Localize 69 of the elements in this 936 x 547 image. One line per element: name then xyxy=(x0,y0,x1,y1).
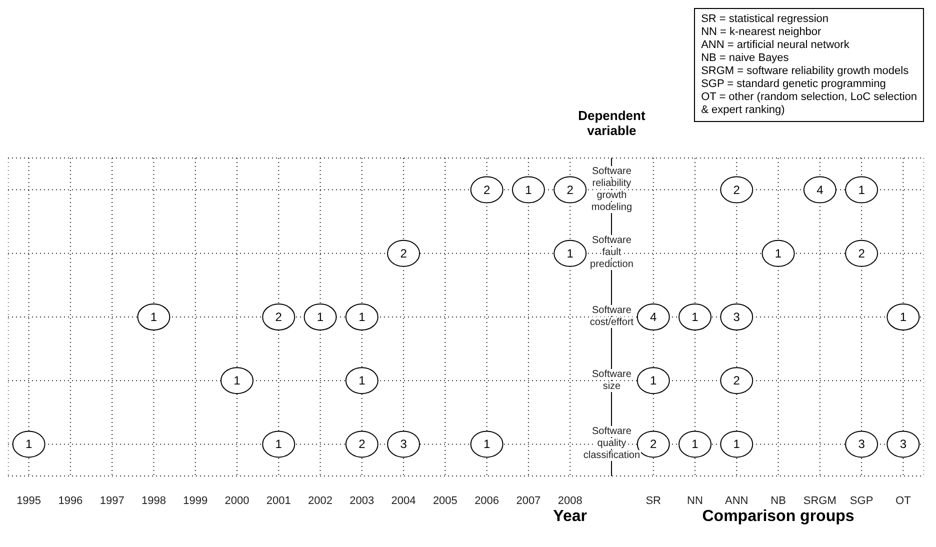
data-label: 1 xyxy=(25,437,32,452)
data-label: 1 xyxy=(275,437,282,452)
data-label: 1 xyxy=(358,310,366,324)
data-label: 1 xyxy=(900,310,907,324)
x-tick-label: 1998 xyxy=(141,494,166,507)
y-tick-label: Software fault prediction xyxy=(589,235,634,270)
data-label: 3 xyxy=(858,437,866,452)
data-label: 1 xyxy=(733,437,740,452)
data-label: 4 xyxy=(650,310,658,324)
x-tick-label: 1995 xyxy=(16,494,42,507)
text: Comparison groups xyxy=(701,508,856,526)
data-label: 3 xyxy=(400,437,408,452)
data-label: 3 xyxy=(733,310,740,324)
x-tick-label: ANN xyxy=(725,494,748,507)
text: NN = k-nearest neighbor xyxy=(701,26,822,39)
data-label: 2 xyxy=(858,246,866,260)
y-tick-label: Software quality classification xyxy=(582,426,642,462)
x-tick-label: NB xyxy=(770,494,786,507)
text: & expert ranking) xyxy=(701,104,786,117)
text: NB = naive Bayes xyxy=(701,52,790,65)
data-label: 1 xyxy=(692,310,699,324)
data-label: 2 xyxy=(358,437,366,452)
data-label: 1 xyxy=(316,310,324,324)
data-label: 1 xyxy=(692,437,699,452)
x-tick-label: 2004 xyxy=(391,494,416,507)
y-tick-label: Software reliability growth modeling xyxy=(590,166,634,213)
x-tick-label: 1997 xyxy=(100,494,124,507)
y-tick-label: Software size xyxy=(590,368,632,392)
text: SR = statistical regression xyxy=(701,13,830,26)
text: SGP = standard genetic programming xyxy=(701,78,887,91)
x-axis-title: Year xyxy=(553,508,587,525)
y-axis-title: Dependent variable xyxy=(577,108,646,138)
x-tick-label: 2002 xyxy=(308,494,333,507)
x-tick-label: 1999 xyxy=(183,494,208,507)
data-label: 2 xyxy=(650,437,658,452)
data-label: 1 xyxy=(358,374,366,388)
data-label: 1 xyxy=(858,182,866,197)
x-tick-label: 2007 xyxy=(516,494,541,507)
x-tick-label: SRGM xyxy=(803,494,836,507)
x-tick-label: SR xyxy=(646,494,662,507)
x-tick-label: OT xyxy=(896,494,912,507)
data-label: 4 xyxy=(816,182,824,197)
data-label: 2 xyxy=(483,182,490,197)
x-tick-label: 2008 xyxy=(558,494,582,507)
x-tick-label: 1996 xyxy=(58,494,83,507)
text: SRGM = software reliability growth models xyxy=(701,65,910,78)
text: OT = other (random selection, LoC selection xyxy=(701,91,917,104)
data-label: 2 xyxy=(400,246,408,260)
data-label: 1 xyxy=(525,182,532,197)
data-label: 1 xyxy=(150,310,158,324)
x-tick-label: 2003 xyxy=(350,494,374,507)
data-label: 1 xyxy=(234,374,241,388)
x-tick-label: SGP xyxy=(850,494,874,507)
data-label: 1 xyxy=(650,374,658,388)
data-label: 1 xyxy=(483,437,490,452)
data-label: 2 xyxy=(275,310,282,324)
y-tick-label: Software cost/effort xyxy=(588,305,635,328)
data-label: 2 xyxy=(566,182,574,197)
x-tick-label: 2006 xyxy=(474,494,500,507)
data-label: 3 xyxy=(900,437,907,452)
text: ANN = artificial neural network xyxy=(701,39,850,52)
x-tick-label: NN xyxy=(687,494,703,507)
data-label: 1 xyxy=(774,246,782,260)
data-label: 2 xyxy=(733,182,740,197)
x-tick-label: 2001 xyxy=(266,494,291,507)
data-label: 1 xyxy=(566,246,574,260)
x-tick-label: 2000 xyxy=(224,494,250,507)
data-label: 2 xyxy=(733,374,740,388)
x-tick-label: 2005 xyxy=(432,494,458,507)
